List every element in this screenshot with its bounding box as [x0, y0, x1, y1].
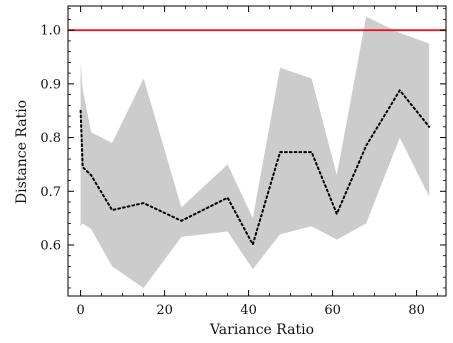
- axes-frame: [67, 5, 447, 297]
- series-line-0: [79, 88, 431, 248]
- y-ticks: 0.6 0.7 0.8 0.9 1.0: [40, 8, 446, 289]
- plot-frame: [67, 5, 447, 297]
- band-layer: [80, 16, 430, 288]
- series-layer: [79, 88, 431, 248]
- y-tick-label: 0.6: [40, 238, 61, 253]
- y-tick-label: 0.7: [40, 185, 61, 200]
- x-tick-label: 80: [408, 303, 425, 318]
- x-tick-label: 60: [324, 303, 341, 318]
- x-tick-label: 40: [240, 303, 257, 318]
- x-tick-label: 20: [156, 303, 173, 318]
- x-axis-label: Variance Ratio: [209, 322, 314, 338]
- y-tick-label: 0.9: [40, 77, 61, 92]
- x-ticks: 0 20 40 60 80: [76, 6, 439, 318]
- x-tick-label: 0: [76, 303, 84, 318]
- y-axis-label: Distance Ratio: [14, 100, 30, 204]
- y-tick-label: 0.8: [40, 131, 61, 146]
- y-tick-label: 1.0: [40, 24, 61, 39]
- confidence-band: [80, 16, 430, 288]
